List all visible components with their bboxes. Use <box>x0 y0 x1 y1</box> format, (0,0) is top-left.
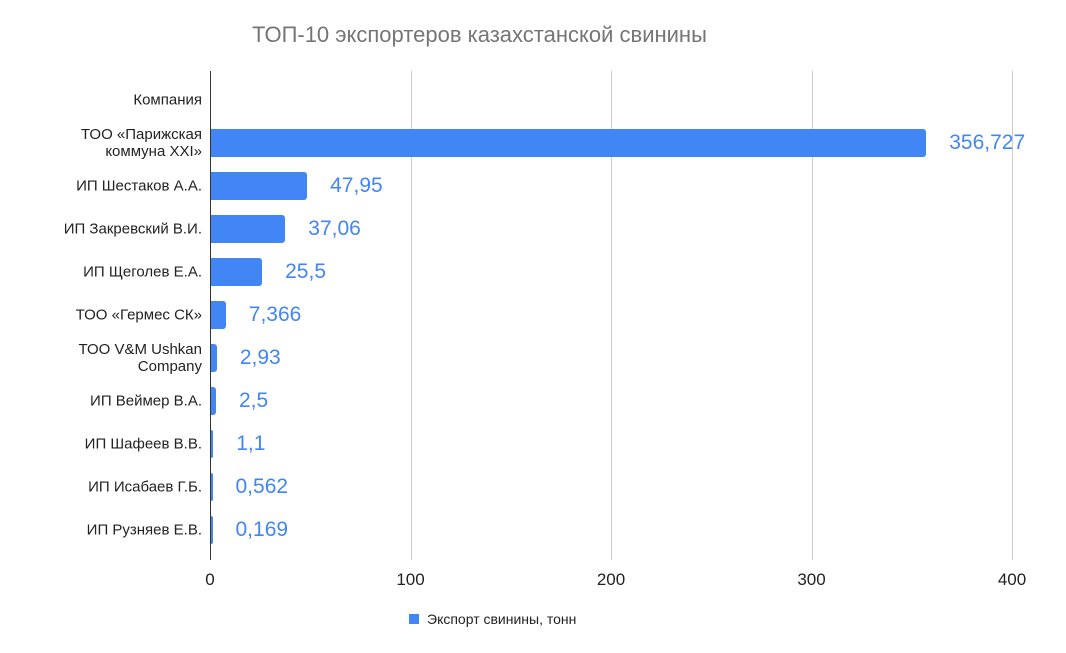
x-tick-label: 300 <box>797 570 826 589</box>
legend: Экспорт свинины, тонн <box>409 611 576 627</box>
category-label: ИП Закревский В.И. <box>0 221 202 238</box>
category-label: ТОО «Парижская коммуна XXI» <box>0 126 202 160</box>
gridline <box>811 71 813 560</box>
bar-row: 47,95 <box>210 165 1066 208</box>
legend-label: Экспорт свинины, тонн <box>427 611 577 627</box>
bar[interactable] <box>211 387 216 415</box>
category-label: ИП Шафеев В.В. <box>0 436 202 453</box>
bar[interactable] <box>211 172 308 200</box>
bar-row: 25,5 <box>210 251 1066 294</box>
x-tick-label: 200 <box>596 570 626 589</box>
data-label: 2,5 <box>239 389 269 412</box>
x-tick-label: 400 <box>997 570 1027 589</box>
category-label: ИП Исабаев Г.Б. <box>0 479 202 496</box>
bar[interactable] <box>211 473 213 501</box>
category-label-line: Company <box>137 358 202 375</box>
category-label: ИП Шестаков А.А. <box>0 178 202 195</box>
category-label-line: ТОО «Гермес СК» <box>75 306 202 324</box>
category-label: ИП Рузняев Е.В. <box>0 522 202 539</box>
bar[interactable] <box>211 215 286 243</box>
gridline <box>410 71 412 560</box>
data-label: 7,366 <box>248 303 302 326</box>
plot-area: 356,727 47,95 37,06 25,5 7,366 2,93 2,5 1,1 0,56… <box>210 71 1025 560</box>
data-label: 2,93 <box>239 346 281 369</box>
category-label-line: коммуна XXI» <box>105 143 202 160</box>
data-label: 0,169 <box>235 518 289 541</box>
bar-row: 2,93 <box>210 337 1066 380</box>
y-axis-line <box>210 71 211 560</box>
bar-row: 1,1 <box>210 423 1066 466</box>
bar[interactable] <box>211 301 226 329</box>
category-label-line: ТОО «Парижская <box>80 126 202 143</box>
category-label: ИП Щеголев Е.А. <box>0 264 202 281</box>
category-label: ТОО V&M Ushkan Company <box>0 341 202 375</box>
bar[interactable] <box>211 430 214 458</box>
x-tick-label: 0 <box>205 570 215 589</box>
category-label-line: ИП Щеголев Е.А. <box>83 263 202 281</box>
bar-row: 37,06 <box>210 208 1066 251</box>
category-label: ИП Веймер В.А. <box>0 393 202 410</box>
data-label: 37,06 <box>308 217 361 240</box>
bar-row: 356,727 <box>210 122 1066 165</box>
category-label-line: ИП Закревский В.И. <box>63 220 202 238</box>
gridline <box>611 71 612 560</box>
data-label: 25,5 <box>285 260 326 283</box>
bar[interactable] <box>211 516 213 544</box>
x-tick-label: 100 <box>396 570 425 589</box>
category-label-line: ИП Исабаев Г.Б. <box>88 478 202 496</box>
data-label: 356,727 <box>949 131 1026 154</box>
bar[interactable] <box>211 129 927 157</box>
category-label-line: ИП Веймер В.А. <box>90 392 202 410</box>
bar-row: 0,169 <box>210 509 1066 552</box>
chart-title: ТОП-10 экспортеров казахстанской свинины <box>252 22 707 47</box>
category-label-line: ИП Шафеев В.В. <box>84 435 202 453</box>
bar[interactable] <box>211 258 263 286</box>
data-label: 0,562 <box>235 475 289 498</box>
category-label-line: ИП Шестаков А.А. <box>76 177 202 195</box>
bar-row: 0,562 <box>210 466 1066 509</box>
gridline <box>1012 71 1013 560</box>
legend-swatch <box>409 614 419 624</box>
category-label-line: ИП Рузняев Е.В. <box>86 521 202 539</box>
category-label-line: ТОО V&M Ushkan <box>78 341 202 358</box>
bar[interactable] <box>211 344 217 372</box>
bar-row: 2,5 <box>210 380 1066 423</box>
data-label: 47,95 <box>330 174 383 197</box>
data-label: 1,1 <box>236 432 266 455</box>
category-header: Компания <box>133 91 202 109</box>
category-label: ТОО «Гермес СК» <box>0 307 202 324</box>
bar-row: 7,366 <box>210 294 1066 337</box>
